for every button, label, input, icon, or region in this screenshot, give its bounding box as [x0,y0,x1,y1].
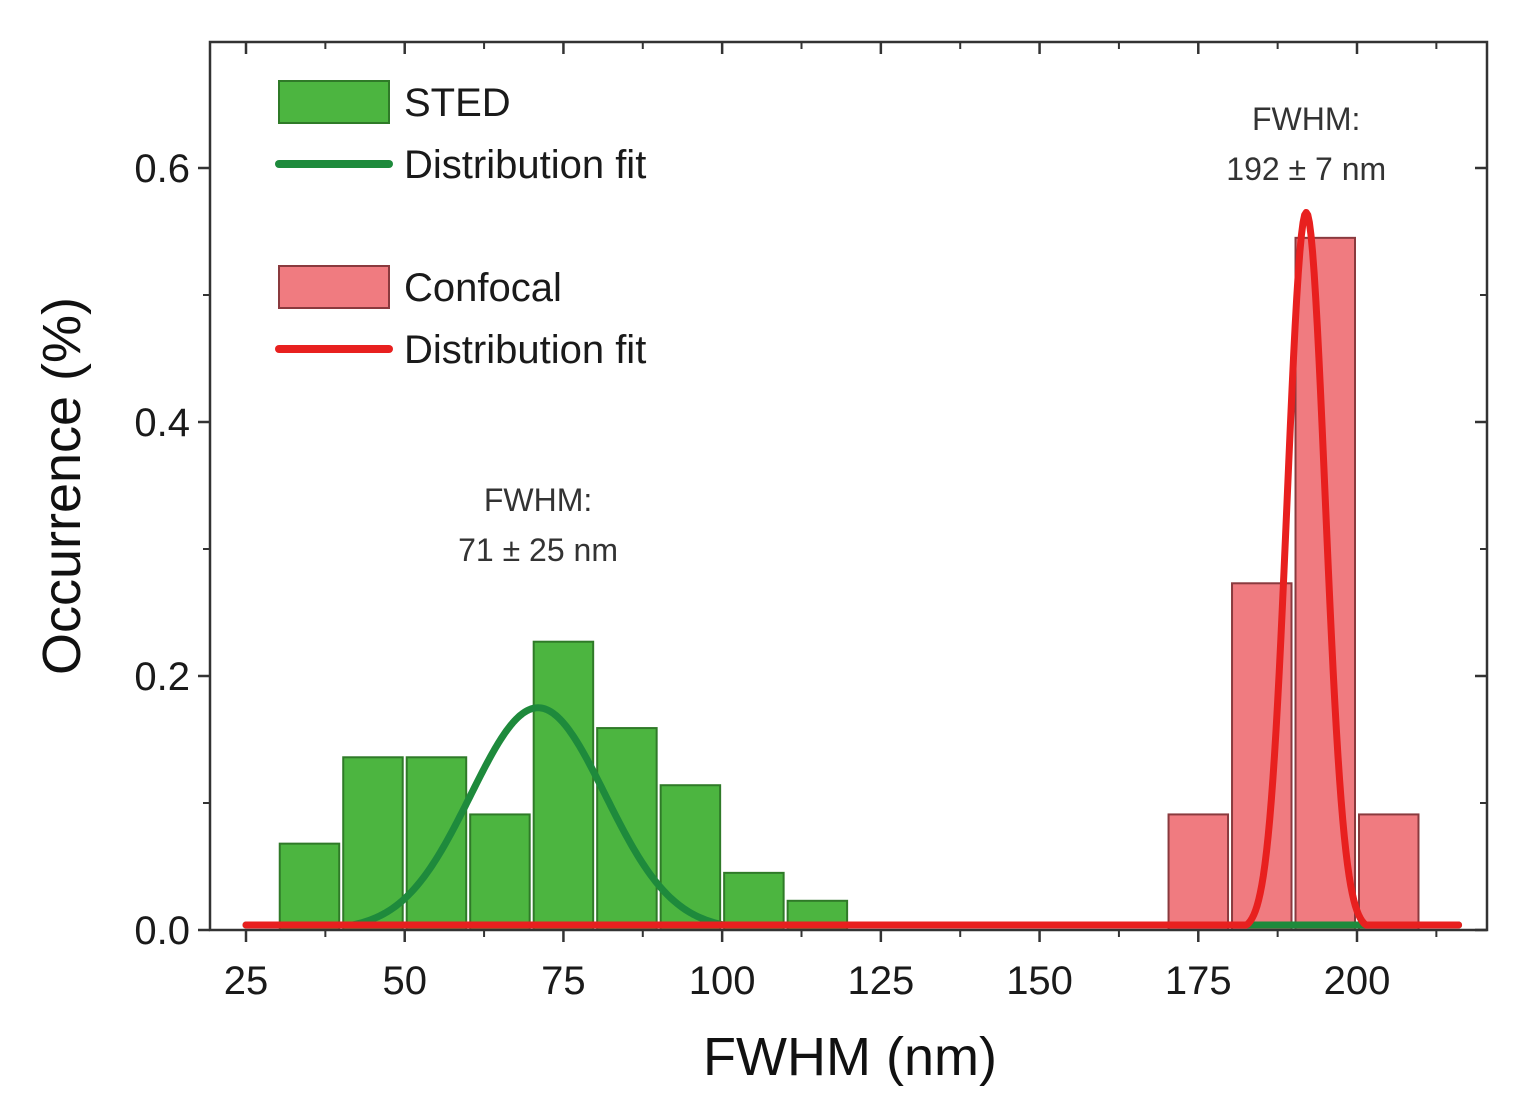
fwhm-annotation-value-1: 192 ± 7 nm [1226,151,1386,187]
x-tick-label-125: 125 [847,959,914,1003]
sted-bar-95 [659,784,722,931]
x-tick-label-100: 100 [689,959,756,1003]
legend-label-2: Confocal [404,266,562,310]
sted-bar-75 [532,640,595,932]
sted-bar-55 [405,756,468,932]
plot-frame [208,40,1489,932]
sted-bar-35 [278,842,341,932]
confocal-bar-175 [1167,813,1230,931]
sted-bar-85 [596,727,658,931]
ticks-layer: 25 50 75 100 125 150 175 200 0.0 0.2 0.4 0.6 [134,42,1487,1003]
x-tick-label-175: 175 [1165,959,1232,1003]
legend-label-0: STED [404,81,511,125]
legend-label-3: Distribution fit [404,328,646,372]
y-axis-title: Occurrence (%) [32,297,92,675]
confocal-distribution-fit-line [242,208,1463,929]
sted-bar-45 [342,756,404,932]
sted-bar-65 [469,813,531,931]
x-tick-label-25: 25 [224,959,269,1003]
legend-swatch-sted [278,80,390,124]
legend: STED Distribution fit Confocal Distribution… [275,80,646,372]
annotations-layer: FWHM: 71 ± 25 nm FWHM: 192 ± 7 nm [458,101,1386,568]
y-tick-label-0: 0.0 [134,909,190,953]
y-tick-label-2: 0.4 [134,401,190,445]
sted-bar-105 [723,871,785,931]
bars-layer [278,236,1420,932]
fwhm-annotation-title-1: FWHM: [1252,101,1360,137]
confocal-bar-205 [1358,813,1420,931]
x-tick-label-200: 200 [1324,959,1391,1003]
x-tick-label-150: 150 [1006,959,1073,1003]
fwhm-annotation-value-0: 71 ± 25 nm [458,532,618,568]
y-tick-label-1: 0.2 [134,655,190,699]
fwhm-annotation-title-0: FWHM: [484,482,592,518]
x-tick-label-75: 75 [541,959,586,1003]
x-axis-title: FWHM (nm) [703,1027,997,1087]
legend-label-1: Distribution fit [404,143,646,187]
legend-swatch-confocal [278,265,390,309]
fit-curves-layer [242,208,1463,929]
x-tick-label-50: 50 [382,959,427,1003]
y-tick-label-3: 0.6 [134,147,190,191]
